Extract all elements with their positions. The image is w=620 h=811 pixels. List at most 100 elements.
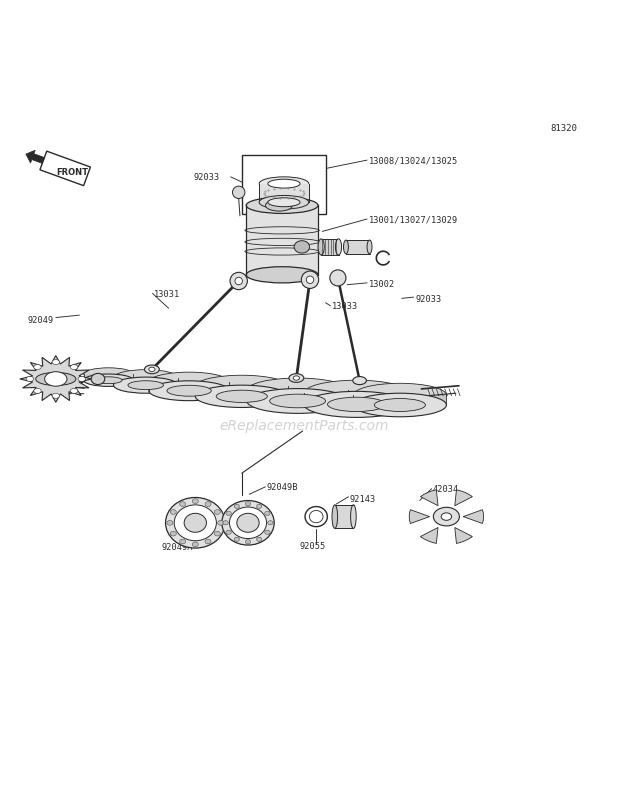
- Ellipse shape: [167, 386, 211, 397]
- Ellipse shape: [234, 538, 239, 542]
- Ellipse shape: [332, 505, 338, 529]
- Text: 92033: 92033: [194, 173, 220, 182]
- Text: 13002: 13002: [369, 280, 395, 289]
- Polygon shape: [113, 378, 178, 384]
- Ellipse shape: [52, 360, 60, 365]
- Ellipse shape: [318, 239, 324, 255]
- Ellipse shape: [128, 381, 164, 390]
- Text: 92049B: 92049B: [267, 483, 298, 491]
- Polygon shape: [420, 490, 438, 506]
- Ellipse shape: [304, 380, 409, 407]
- Ellipse shape: [257, 504, 262, 508]
- Text: 92049A: 92049A: [162, 543, 193, 551]
- Ellipse shape: [353, 377, 366, 385]
- Ellipse shape: [205, 539, 211, 544]
- Ellipse shape: [237, 513, 259, 533]
- Ellipse shape: [113, 370, 178, 386]
- Bar: [246, 206, 318, 276]
- Ellipse shape: [205, 502, 211, 507]
- Ellipse shape: [71, 389, 78, 394]
- Ellipse shape: [78, 377, 86, 382]
- Ellipse shape: [52, 394, 60, 399]
- Ellipse shape: [26, 377, 33, 382]
- Ellipse shape: [374, 399, 425, 412]
- Text: 13031: 13031: [154, 290, 180, 298]
- Ellipse shape: [218, 521, 224, 526]
- Ellipse shape: [293, 376, 299, 380]
- Ellipse shape: [247, 389, 348, 414]
- Ellipse shape: [268, 521, 273, 526]
- Ellipse shape: [84, 375, 133, 387]
- Ellipse shape: [167, 521, 173, 526]
- Ellipse shape: [353, 393, 446, 418]
- Ellipse shape: [71, 365, 78, 370]
- Ellipse shape: [68, 386, 73, 394]
- Text: 92143: 92143: [349, 494, 375, 503]
- Ellipse shape: [351, 505, 356, 529]
- Ellipse shape: [335, 239, 342, 255]
- Ellipse shape: [95, 377, 122, 384]
- Ellipse shape: [259, 178, 309, 191]
- Polygon shape: [409, 510, 430, 524]
- Text: 92055: 92055: [300, 541, 326, 550]
- Ellipse shape: [149, 367, 155, 372]
- Polygon shape: [247, 391, 348, 400]
- Ellipse shape: [36, 373, 76, 386]
- Text: 13033: 13033: [332, 302, 358, 311]
- Bar: [40, 152, 91, 187]
- Ellipse shape: [223, 521, 228, 526]
- Ellipse shape: [268, 180, 300, 189]
- Text: 92049: 92049: [28, 315, 54, 324]
- Ellipse shape: [45, 372, 67, 387]
- Bar: [321, 239, 339, 255]
- Ellipse shape: [246, 502, 250, 506]
- Ellipse shape: [257, 538, 262, 542]
- Text: 13001/13027/13029: 13001/13027/13029: [369, 215, 458, 224]
- Ellipse shape: [215, 510, 220, 515]
- Ellipse shape: [294, 242, 309, 254]
- Ellipse shape: [180, 539, 185, 544]
- Ellipse shape: [265, 512, 270, 516]
- Circle shape: [235, 278, 242, 285]
- Ellipse shape: [144, 366, 159, 374]
- Ellipse shape: [343, 241, 348, 255]
- Bar: [242, 157, 326, 215]
- Ellipse shape: [353, 384, 446, 407]
- Polygon shape: [353, 396, 446, 404]
- Text: 13008/13024/13025: 13008/13024/13025: [369, 157, 458, 165]
- Ellipse shape: [149, 381, 229, 401]
- Ellipse shape: [265, 200, 293, 212]
- Ellipse shape: [149, 373, 229, 393]
- Ellipse shape: [216, 391, 267, 403]
- Ellipse shape: [180, 502, 185, 507]
- Ellipse shape: [246, 198, 318, 214]
- Ellipse shape: [304, 392, 409, 418]
- Ellipse shape: [234, 504, 239, 508]
- Ellipse shape: [367, 241, 372, 255]
- Ellipse shape: [270, 395, 326, 408]
- Bar: [335, 505, 353, 529]
- Ellipse shape: [327, 397, 386, 412]
- Ellipse shape: [268, 199, 300, 208]
- Ellipse shape: [247, 379, 348, 403]
- Ellipse shape: [33, 389, 41, 394]
- Ellipse shape: [195, 375, 288, 398]
- Ellipse shape: [441, 513, 451, 521]
- Ellipse shape: [184, 513, 206, 533]
- Polygon shape: [20, 356, 92, 403]
- Ellipse shape: [246, 268, 318, 284]
- Ellipse shape: [174, 505, 216, 541]
- Polygon shape: [463, 510, 484, 524]
- Ellipse shape: [192, 500, 198, 504]
- Ellipse shape: [84, 368, 133, 380]
- Ellipse shape: [166, 498, 225, 548]
- Polygon shape: [304, 393, 409, 403]
- Ellipse shape: [192, 543, 198, 547]
- Ellipse shape: [215, 531, 220, 536]
- Ellipse shape: [113, 378, 178, 393]
- Text: 81320: 81320: [551, 123, 578, 132]
- FancyArrow shape: [26, 151, 45, 164]
- Ellipse shape: [289, 374, 304, 383]
- Bar: [259, 184, 309, 203]
- Circle shape: [230, 273, 247, 290]
